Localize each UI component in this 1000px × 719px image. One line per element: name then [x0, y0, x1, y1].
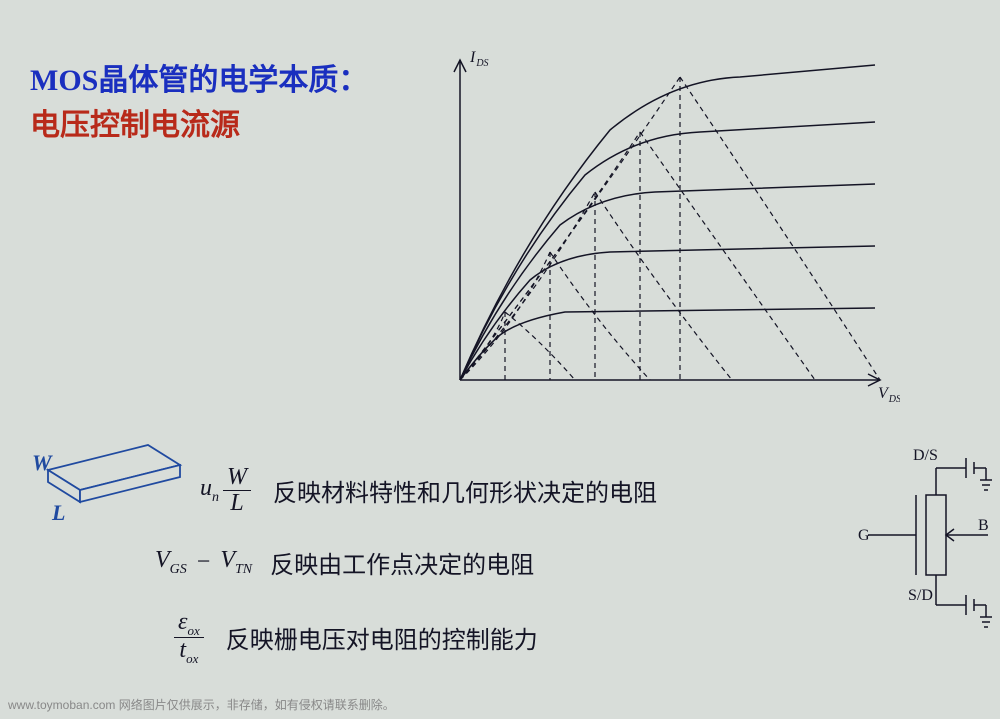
schematic-label-top: D/S	[913, 447, 938, 464]
schematic-label-bottom: S/D	[908, 587, 933, 604]
iv-curves-dashed	[460, 77, 880, 380]
chart-axes	[454, 60, 880, 386]
mosfet-schematic: D/S G B S/D	[858, 440, 993, 660]
iv-characteristic-chart: IDS VDS	[400, 40, 900, 410]
wafer-diagram: W L	[30, 425, 185, 530]
wafer-w-label: W	[32, 450, 53, 475]
equation-3-desc: 反映栅电压对电阻的控制能力	[226, 620, 538, 655]
x-axis-label: VDS	[878, 385, 900, 405]
wafer-l-label: L	[51, 500, 65, 525]
y-axis-label: IDS	[469, 49, 489, 69]
equation-1: un W L 反映材料特性和几何形状决定的电阻	[200, 465, 657, 516]
equation-1-desc: 反映材料特性和几何形状决定的电阻	[273, 473, 657, 508]
schematic-label-right: B	[978, 517, 989, 534]
title-line-2: 电压控制电流源	[30, 100, 240, 144]
schematic-label-left: G	[858, 527, 870, 544]
iv-curves-solid	[460, 65, 875, 380]
equation-2-desc: 反映由工作点决定的电阻	[270, 545, 534, 580]
title-line-1: MOS晶体管的电学本质：	[30, 55, 368, 99]
footer-attribution: www.toymoban.com 网络图片仅供展示，非存储，如有侵权请联系删除。	[8, 696, 395, 713]
equation-3: εox tox 反映栅电压对电阻的控制能力	[170, 610, 538, 666]
equation-2: VGS − VTN 反映由工作点决定的电阻	[155, 545, 534, 580]
